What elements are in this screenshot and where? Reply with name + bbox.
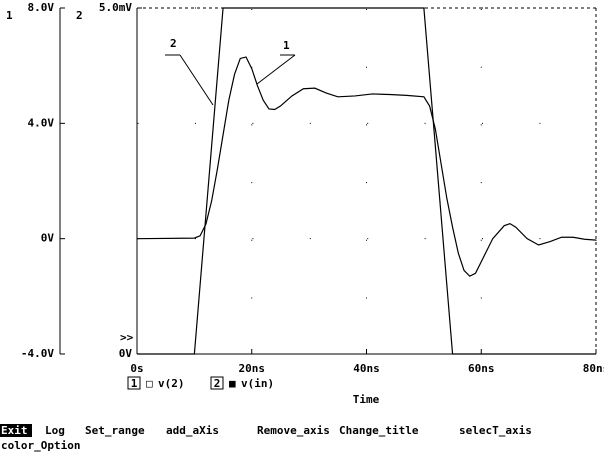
y-tick-label: -4.0V [21, 347, 54, 360]
y-tick-label: 0V [41, 232, 55, 245]
trace [136, 56, 597, 277]
legend-number: 2 [214, 377, 221, 390]
trace-annotation: 2 [170, 37, 177, 50]
x-tick-label: 20ns [239, 362, 266, 375]
menu-item[interactable]: Exit [1, 424, 28, 437]
menu-highlight [0, 424, 32, 437]
legend-entry: v(in) [241, 377, 274, 390]
trace [137, 7, 596, 355]
menu-item[interactable]: Set_range [85, 424, 145, 437]
legend-symbol: □ [146, 377, 153, 390]
y-tick-label: 8.0V [28, 1, 55, 14]
menu-item[interactable]: Remove_axis [257, 424, 330, 437]
y2-axis-number: 2 [76, 9, 83, 22]
y2-tick-label: 5.0mV [99, 1, 132, 14]
legend-symbol: ■ [229, 377, 236, 390]
x-tick-label: 40ns [353, 362, 380, 375]
y-axis-number: 1 [6, 9, 13, 22]
legend-number: 1 [131, 377, 138, 390]
leader-line [179, 54, 214, 106]
menu-item[interactable]: Log [45, 424, 65, 437]
menu-item[interactable]: add_aXis [166, 424, 219, 437]
menu-item[interactable]: color_Option [1, 439, 80, 452]
x-tick-label: 80ns [583, 362, 604, 375]
x-axis-label: Time [353, 393, 380, 406]
leader-line [256, 54, 296, 85]
y2-tick-label: 0V [119, 347, 133, 360]
menu-item[interactable]: Change_title [339, 424, 419, 437]
y-tick-label: 4.0V [28, 116, 55, 129]
trace-annotation: 1 [283, 39, 290, 52]
legend-box [210, 376, 224, 390]
legend-box [127, 376, 141, 390]
menu-item[interactable]: selecT_axis [459, 424, 532, 437]
x-tick-label: 60ns [468, 362, 495, 375]
legend-entry: v(2) [158, 377, 185, 390]
x-tick-label: 0s [130, 362, 143, 375]
axis-marker: >> [120, 331, 134, 344]
